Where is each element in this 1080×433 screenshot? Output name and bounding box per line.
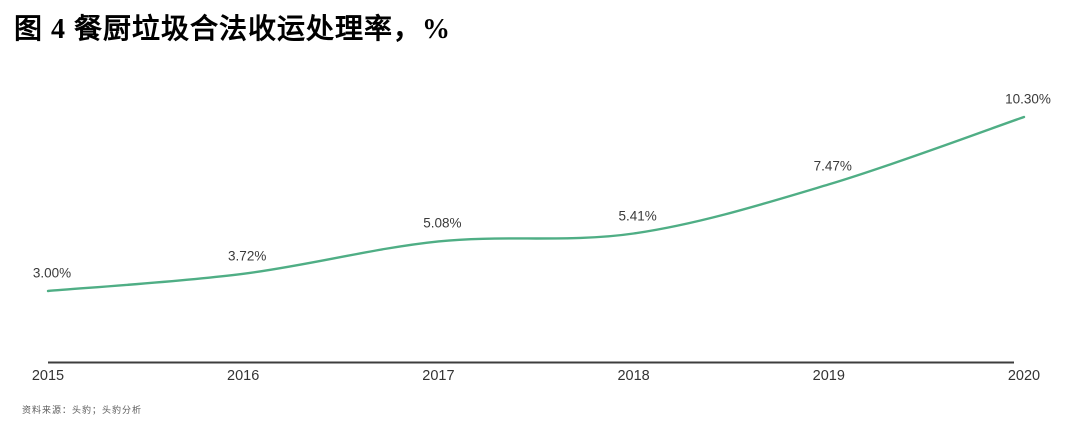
trend-line (46, 115, 1026, 293)
x-axis-tick-label-2020: 2020 (1007, 368, 1041, 384)
data-point-label-2015: 3.00% (32, 265, 72, 281)
x-axis-tick-label-2019: 2019 (812, 368, 845, 384)
data-point-label-2019: 7.47% (813, 158, 852, 174)
source-note: 资料来源：头豹；头豹分析 (22, 405, 143, 415)
x-axis-tick-label-2015: 2015 (31, 368, 65, 384)
x-axis-tick-label-2018: 2018 (617, 368, 650, 384)
data-point-label-2020: 10.30% (1005, 91, 1051, 107)
data-point-label-2017: 5.08% (423, 215, 462, 231)
x-axis-tick-label-2017: 2017 (422, 368, 455, 384)
data-point-label-2016: 3.72% (228, 248, 267, 264)
x-axis-tick-label-2016: 2016 (227, 368, 260, 384)
data-point-label-2018: 5.41% (618, 208, 657, 224)
figure-title: 图 4 餐厨垃圾合法收运处理率，% (14, 14, 452, 45)
